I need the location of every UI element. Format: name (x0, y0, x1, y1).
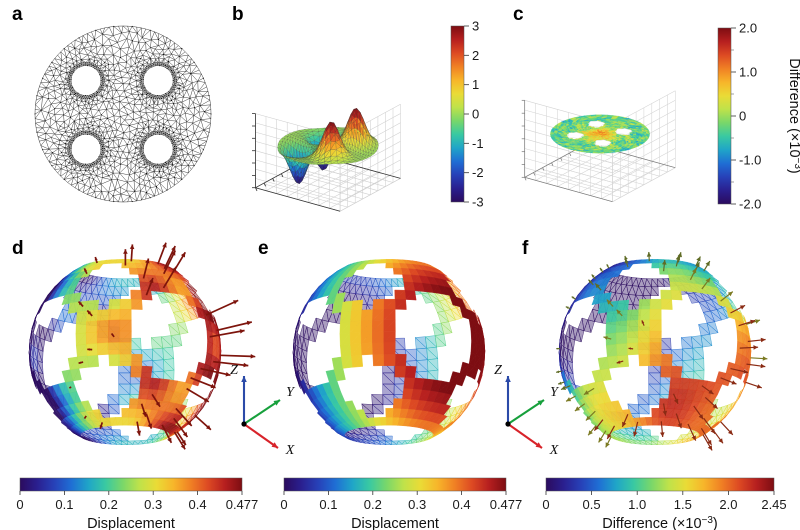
svg-text:Difference (×10−3): Difference (×10−3) (602, 515, 718, 530)
svg-text:Y: Y (286, 385, 296, 400)
svg-text:Displacement: Displacement (351, 516, 439, 530)
svg-text:1.5: 1.5 (674, 497, 692, 512)
axes-triad-canvas: Z Y X (494, 363, 560, 458)
panel-e-sphere-plot (282, 248, 497, 463)
svg-text:2: 2 (472, 48, 479, 63)
panel-label-d: d (12, 238, 24, 259)
svg-text:3: 3 (472, 19, 479, 34)
colorbar-f-canvas: 0 0.5 1.0 1.5 2.0 2.45 Difference (×10−3) (542, 477, 787, 530)
svg-text:-1: -1 (472, 136, 484, 151)
sphere-d-canvas (28, 242, 256, 450)
svg-text:X: X (549, 443, 559, 458)
svg-text:0.5: 0.5 (583, 497, 601, 512)
svg-text:0: 0 (542, 497, 549, 512)
svg-text:1: 1 (472, 77, 479, 92)
svg-text:2.0: 2.0 (719, 497, 737, 512)
svg-text:2.45: 2.45 (761, 497, 786, 512)
svg-text:0.477: 0.477 (226, 497, 259, 512)
svg-text:-2: -2 (472, 165, 484, 180)
svg-text:0.1: 0.1 (319, 497, 337, 512)
svg-text:1.0: 1.0 (628, 497, 646, 512)
panel-a-mesh-plot (28, 14, 218, 214)
axes-triad-canvas: Z Y X (230, 363, 296, 458)
svg-text:0.2: 0.2 (364, 497, 382, 512)
svg-text:0.477: 0.477 (490, 497, 523, 512)
svg-text:-2.0: -2.0 (739, 197, 761, 212)
panel-b-surface-plot (228, 14, 438, 219)
panel-c-surface-plot (505, 14, 720, 219)
sphere-e-canvas (292, 258, 486, 446)
surface3d-flat-canvas (521, 90, 676, 203)
sphere-f-canvas (555, 251, 768, 451)
svg-text:0.1: 0.1 (55, 497, 73, 512)
svg-text:0: 0 (739, 109, 746, 124)
colorbar-c-canvas: 2.0 1.0 0 -1.0 -2.0 Difference (×10−3) (717, 21, 800, 212)
mesh-canvas (34, 25, 212, 203)
colorbar-b-canvas: 3 2 1 0 -1 -2 -3 (450, 19, 484, 210)
panel-label-e: e (258, 238, 269, 259)
svg-text:1.0: 1.0 (739, 65, 757, 80)
svg-text:0.3: 0.3 (408, 497, 426, 512)
axes-triad-e: Z Y X (486, 360, 568, 460)
colorbar-b: 3 2 1 0 -1 -2 -3 (445, 19, 500, 215)
colorbar-e-canvas: 0 0.1 0.2 0.3 0.4 0.477 Displacement (280, 477, 523, 530)
svg-text:-3: -3 (472, 195, 484, 210)
svg-text:Displacement: Displacement (87, 516, 175, 530)
svg-text:0.4: 0.4 (453, 497, 471, 512)
svg-text:Z: Z (494, 363, 502, 378)
svg-text:0: 0 (16, 497, 23, 512)
surface3d-canvas (252, 104, 401, 212)
svg-text:0.4: 0.4 (189, 497, 207, 512)
colorbar-c: 2.0 1.0 0 -1.0 -2.0 Difference (×10−3) (714, 20, 800, 220)
svg-text:Difference (×10−3): Difference (×10−3) (786, 58, 800, 174)
svg-text:-1.0: -1.0 (739, 153, 761, 168)
panel-d-sphere-plot (18, 242, 256, 463)
panel-label-a: a (12, 4, 23, 25)
panel-label-f: f (522, 238, 529, 259)
svg-text:Y: Y (550, 385, 560, 400)
colorbar-d: 0 0.1 0.2 0.3 0.4 0.477 Displacement (12, 474, 259, 530)
colorbar-f: 0 0.5 1.0 1.5 2.0 2.45 Difference (×10−3) (538, 474, 790, 530)
svg-text:0: 0 (280, 497, 287, 512)
svg-text:0: 0 (472, 107, 479, 122)
panel-label-c: c (513, 4, 524, 25)
svg-text:0.3: 0.3 (144, 497, 162, 512)
panel-label-b: b (232, 4, 244, 25)
colorbar-d-canvas: 0 0.1 0.2 0.3 0.4 0.477 Displacement (16, 477, 259, 530)
colorbar-e: 0 0.1 0.2 0.3 0.4 0.477 Displacement (276, 474, 523, 530)
svg-text:2.0: 2.0 (739, 21, 757, 36)
axes-triad-d: Z Y X (222, 360, 304, 460)
svg-text:Z: Z (230, 363, 238, 378)
svg-text:0.2: 0.2 (100, 497, 118, 512)
panel-f-sphere-plot (548, 248, 768, 463)
svg-text:X: X (285, 443, 295, 458)
